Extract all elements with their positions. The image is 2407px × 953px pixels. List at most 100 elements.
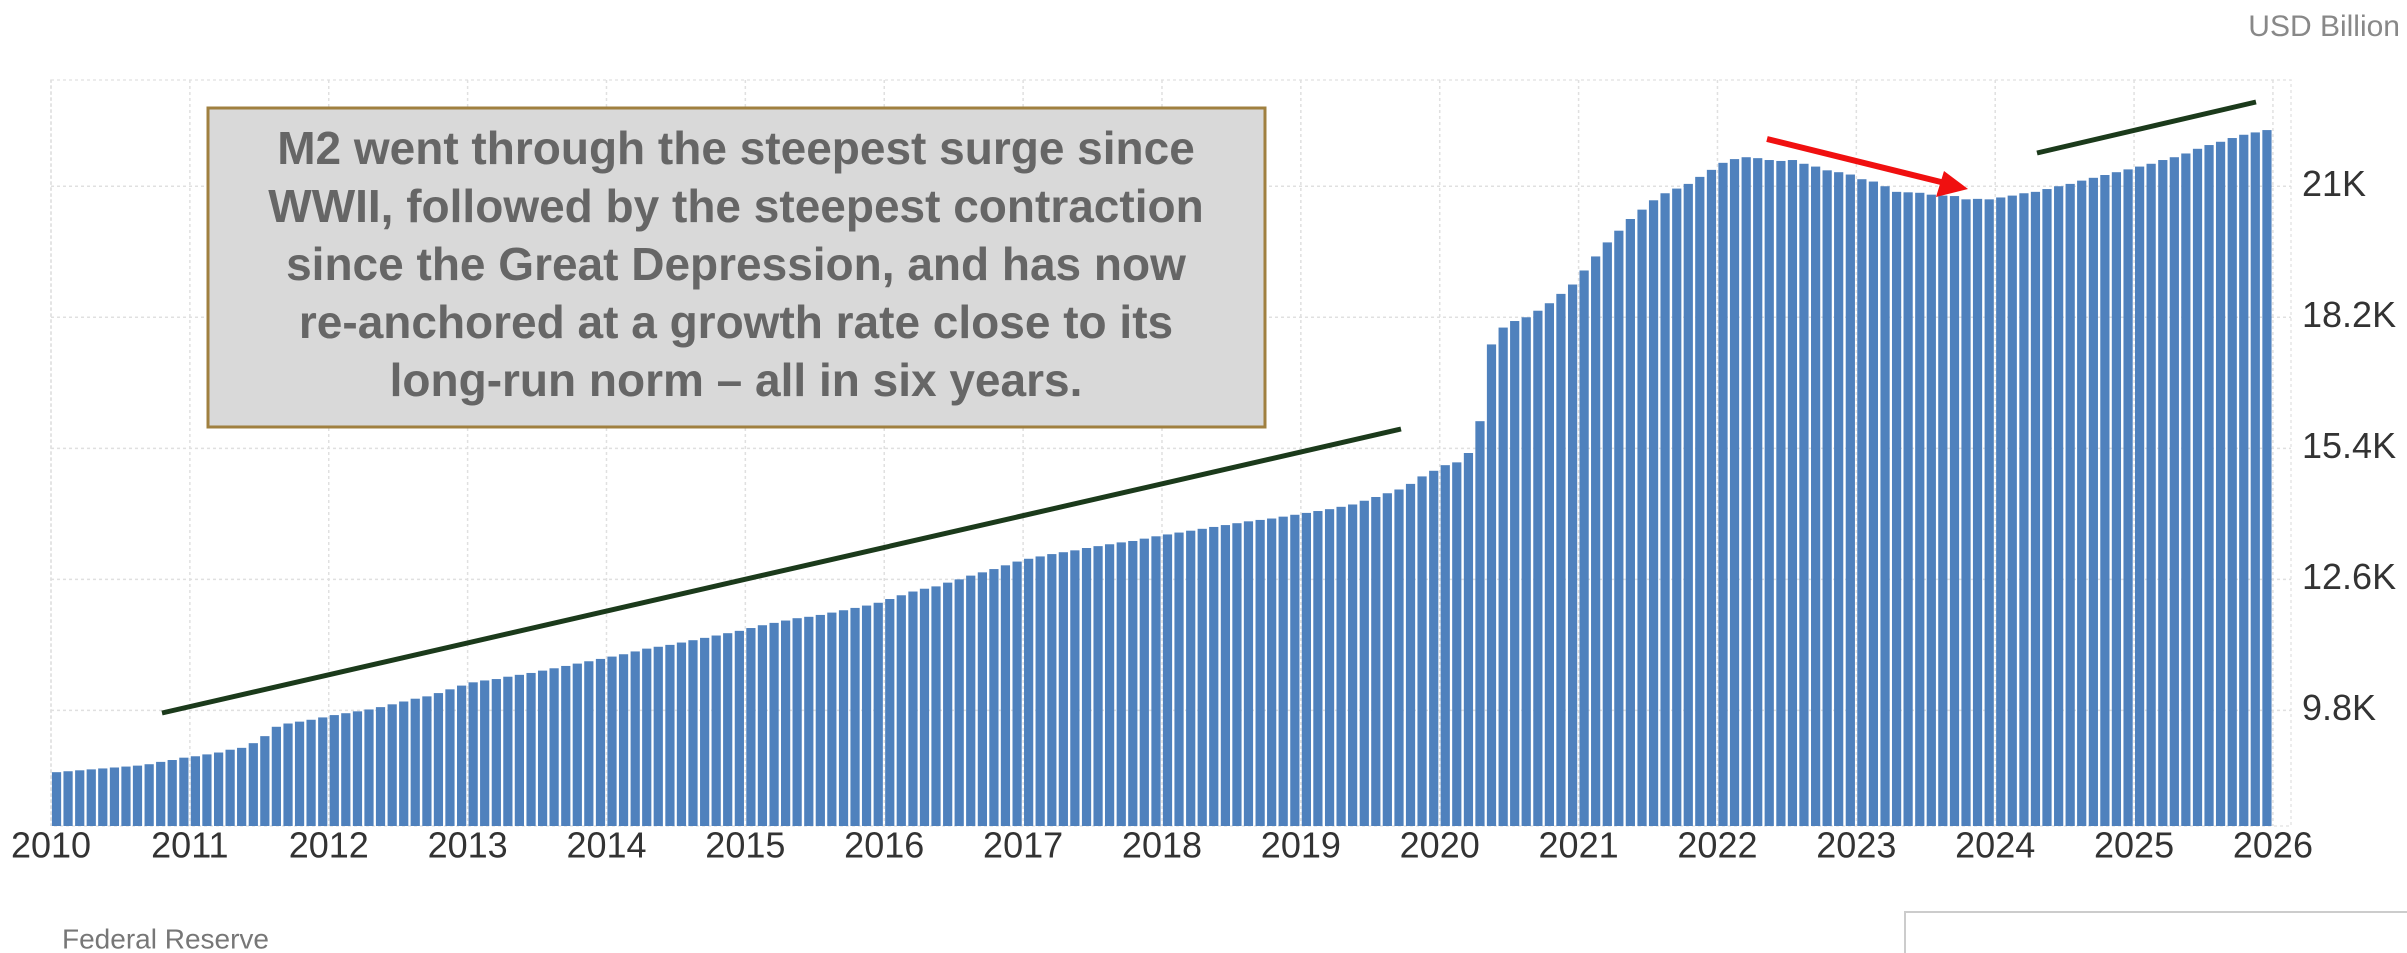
x-tick-label: 2017 bbox=[983, 825, 1063, 866]
bar bbox=[1683, 183, 1693, 827]
bar bbox=[1417, 476, 1427, 826]
bar bbox=[260, 736, 270, 826]
bar bbox=[1880, 186, 1890, 827]
bar bbox=[1081, 548, 1092, 826]
bar bbox=[156, 761, 166, 826]
bar bbox=[1162, 534, 1173, 826]
bar bbox=[780, 620, 791, 826]
bar bbox=[526, 672, 536, 826]
bar bbox=[2100, 175, 2110, 827]
bar bbox=[109, 767, 120, 826]
bar bbox=[271, 726, 281, 826]
bar bbox=[630, 651, 640, 826]
bar bbox=[1220, 525, 1231, 826]
x-tick-label: 2011 bbox=[151, 825, 228, 866]
bar bbox=[1891, 191, 1902, 826]
bar bbox=[815, 614, 825, 826]
bar bbox=[2215, 141, 2226, 826]
bar bbox=[1741, 157, 1751, 826]
x-tick-label: 2023 bbox=[1816, 825, 1896, 866]
bar bbox=[977, 572, 988, 826]
bar bbox=[711, 635, 721, 826]
y-tick-label: 15.4K bbox=[2302, 425, 2396, 466]
bar bbox=[1486, 344, 1497, 826]
bar bbox=[1811, 166, 1821, 826]
bar bbox=[1926, 194, 1936, 826]
bar bbox=[584, 661, 594, 826]
bar bbox=[1197, 528, 1207, 826]
bar bbox=[352, 711, 363, 826]
bar bbox=[202, 754, 212, 826]
x-tick-label: 2024 bbox=[1955, 825, 2035, 866]
bar bbox=[2065, 183, 2075, 827]
bar bbox=[1857, 179, 1867, 827]
bar bbox=[1648, 200, 1659, 826]
bar bbox=[572, 663, 582, 826]
bar bbox=[1278, 516, 1288, 826]
bar bbox=[225, 749, 235, 826]
bar bbox=[1660, 193, 1670, 827]
bar bbox=[2169, 157, 2179, 826]
bar bbox=[1845, 174, 1855, 827]
bar bbox=[1139, 538, 1149, 826]
bar bbox=[746, 628, 756, 826]
x-tick-label: 2022 bbox=[1677, 825, 1757, 866]
bar bbox=[1498, 327, 1508, 826]
trend-line bbox=[2036, 99, 2257, 156]
x-tick-label: 2013 bbox=[428, 825, 508, 866]
bar bbox=[688, 640, 698, 826]
x-tick-label: 2014 bbox=[566, 825, 646, 866]
bar bbox=[1186, 530, 1196, 826]
bar bbox=[1151, 536, 1161, 826]
bar bbox=[491, 679, 501, 826]
bar bbox=[433, 693, 444, 826]
bar bbox=[63, 771, 73, 826]
bar bbox=[375, 707, 386, 826]
bar bbox=[248, 743, 258, 826]
decline-arrow bbox=[1766, 136, 1946, 186]
bar bbox=[457, 685, 467, 826]
bar bbox=[179, 757, 189, 826]
x-tick-label: 2012 bbox=[289, 825, 369, 866]
bar bbox=[931, 586, 941, 826]
bar bbox=[700, 637, 710, 826]
annotation-line: long-run norm – all in six years. bbox=[390, 354, 1083, 406]
bar bbox=[514, 674, 525, 826]
bar bbox=[1567, 284, 1578, 826]
bar bbox=[1024, 558, 1034, 826]
bar bbox=[399, 701, 409, 826]
bar bbox=[2204, 145, 2214, 826]
arrow-head bbox=[1936, 171, 1968, 197]
bar bbox=[989, 569, 999, 826]
panel-edge bbox=[1904, 911, 2407, 953]
x-tick-label: 2019 bbox=[1261, 825, 1341, 866]
bar bbox=[1070, 550, 1080, 826]
bar bbox=[676, 642, 687, 826]
bar bbox=[283, 723, 293, 826]
bar bbox=[1961, 199, 1971, 826]
bar bbox=[2088, 177, 2098, 826]
bar bbox=[445, 689, 455, 826]
bar bbox=[1764, 160, 1774, 826]
annotation-line: since the Great Depression, and has now bbox=[286, 238, 1186, 290]
bar bbox=[306, 719, 316, 826]
bar bbox=[2111, 172, 2122, 826]
bar bbox=[121, 766, 131, 826]
bar bbox=[1336, 506, 1346, 826]
bar bbox=[1521, 317, 1531, 826]
bar bbox=[1209, 526, 1219, 826]
labels: 9.8K 12.6K 15.4K 18.2K 21K 2010 2011 2012 2013 20… bbox=[11, 163, 2396, 866]
bar bbox=[1104, 544, 1115, 826]
bar bbox=[51, 772, 62, 826]
trend-line bbox=[161, 426, 1402, 716]
bar bbox=[792, 618, 802, 826]
bar bbox=[2007, 195, 2017, 827]
bar bbox=[1035, 556, 1045, 826]
bar bbox=[1868, 181, 1879, 827]
bar bbox=[1753, 158, 1763, 826]
bar bbox=[537, 670, 548, 826]
bar bbox=[838, 610, 849, 826]
bar bbox=[86, 769, 96, 826]
bar bbox=[1602, 242, 1612, 827]
